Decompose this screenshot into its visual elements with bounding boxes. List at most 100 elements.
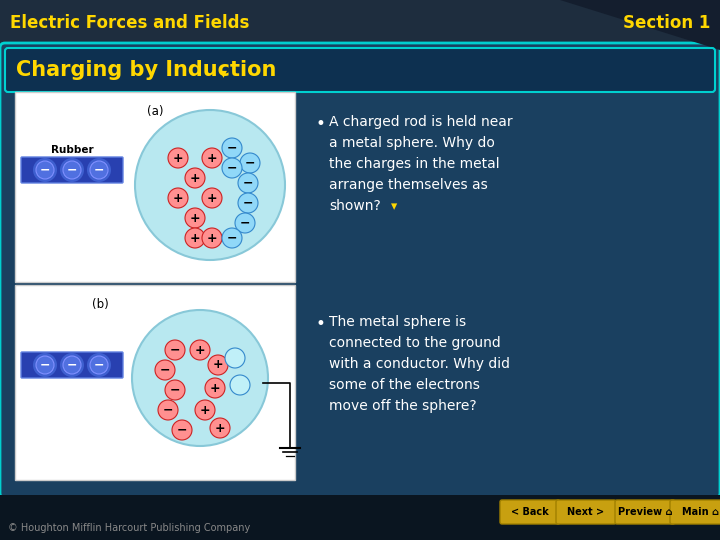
Circle shape [63,356,81,374]
Text: +: + [207,232,217,245]
Text: −: − [240,217,251,230]
Text: −: − [176,423,187,436]
Text: (b): (b) [91,298,109,311]
Text: −: − [243,197,253,210]
FancyBboxPatch shape [670,500,720,524]
FancyBboxPatch shape [0,495,720,540]
Text: with a conductor. Why did: with a conductor. Why did [329,357,510,371]
Circle shape [36,161,54,179]
Circle shape [60,158,84,182]
Circle shape [87,158,111,182]
Circle shape [33,158,57,182]
Circle shape [185,168,205,188]
Text: +: + [189,232,200,245]
Text: move off the sphere?: move off the sphere? [329,399,477,413]
Circle shape [205,378,225,398]
Text: +: + [189,212,200,225]
Circle shape [225,348,245,368]
Circle shape [240,153,260,173]
Text: Next >: Next > [567,507,605,517]
Text: Main ⌂: Main ⌂ [682,507,719,517]
Text: −: − [94,359,104,372]
Text: © Houghton Mifflin Harcourt Publishing Company: © Houghton Mifflin Harcourt Publishing C… [8,523,251,533]
Text: Preview ⌂: Preview ⌂ [618,507,672,517]
Circle shape [210,418,230,438]
Circle shape [185,208,205,228]
Circle shape [155,360,175,380]
Circle shape [208,355,228,375]
Text: Rubber: Rubber [50,145,94,155]
Text: the charges in the metal: the charges in the metal [329,157,500,171]
Text: The metal sphere is: The metal sphere is [329,315,466,329]
Text: −: − [243,177,253,190]
Text: ▾: ▾ [220,66,227,80]
Text: +: + [215,422,225,435]
Circle shape [168,148,188,168]
Text: a metal sphere. Why do: a metal sphere. Why do [329,136,495,150]
Circle shape [222,228,242,248]
Text: •: • [315,115,325,133]
Text: +: + [207,192,217,205]
Circle shape [172,420,192,440]
Text: shown?: shown? [329,199,381,213]
FancyBboxPatch shape [615,500,675,524]
FancyBboxPatch shape [0,0,720,46]
Text: −: − [227,161,238,174]
Circle shape [168,188,188,208]
Circle shape [60,353,84,377]
FancyBboxPatch shape [500,500,560,524]
Text: arrange themselves as: arrange themselves as [329,178,487,192]
Text: +: + [199,403,210,416]
Text: Charging by Induction: Charging by Induction [16,60,276,80]
Text: −: − [170,383,180,396]
Text: −: − [67,164,77,177]
Circle shape [165,380,185,400]
Circle shape [165,340,185,360]
Circle shape [36,356,54,374]
Circle shape [132,310,268,446]
Text: −: − [40,359,50,372]
FancyBboxPatch shape [21,157,123,183]
Circle shape [238,173,258,193]
Text: +: + [194,343,205,356]
Circle shape [222,138,242,158]
Circle shape [158,400,178,420]
Circle shape [195,400,215,420]
Text: +: + [173,192,184,205]
Text: −: − [160,363,170,376]
Text: +: + [212,359,223,372]
Text: (a): (a) [147,105,163,118]
Circle shape [230,375,250,395]
Circle shape [87,353,111,377]
Circle shape [190,340,210,360]
Text: A charged rod is held near: A charged rod is held near [329,115,513,129]
Circle shape [63,161,81,179]
Circle shape [235,213,255,233]
Polygon shape [560,0,720,50]
Text: •: • [315,315,325,333]
Text: Electric Forces and Fields: Electric Forces and Fields [10,14,249,32]
Text: +: + [173,152,184,165]
FancyBboxPatch shape [5,48,715,92]
Text: ▾: ▾ [391,200,397,213]
Circle shape [202,188,222,208]
Text: −: − [67,359,77,372]
FancyBboxPatch shape [15,285,295,480]
FancyBboxPatch shape [0,43,720,498]
Circle shape [90,161,108,179]
Circle shape [135,110,285,260]
Text: −: − [170,343,180,356]
Text: < Back: < Back [511,507,549,517]
Text: +: + [210,381,220,395]
Text: +: + [207,152,217,165]
Text: −: − [227,141,238,154]
FancyBboxPatch shape [21,352,123,378]
Circle shape [90,356,108,374]
Text: connected to the ground: connected to the ground [329,336,500,350]
Circle shape [202,228,222,248]
Circle shape [33,353,57,377]
Text: −: − [40,164,50,177]
Text: −: − [227,232,238,245]
Circle shape [202,148,222,168]
FancyBboxPatch shape [15,92,295,282]
